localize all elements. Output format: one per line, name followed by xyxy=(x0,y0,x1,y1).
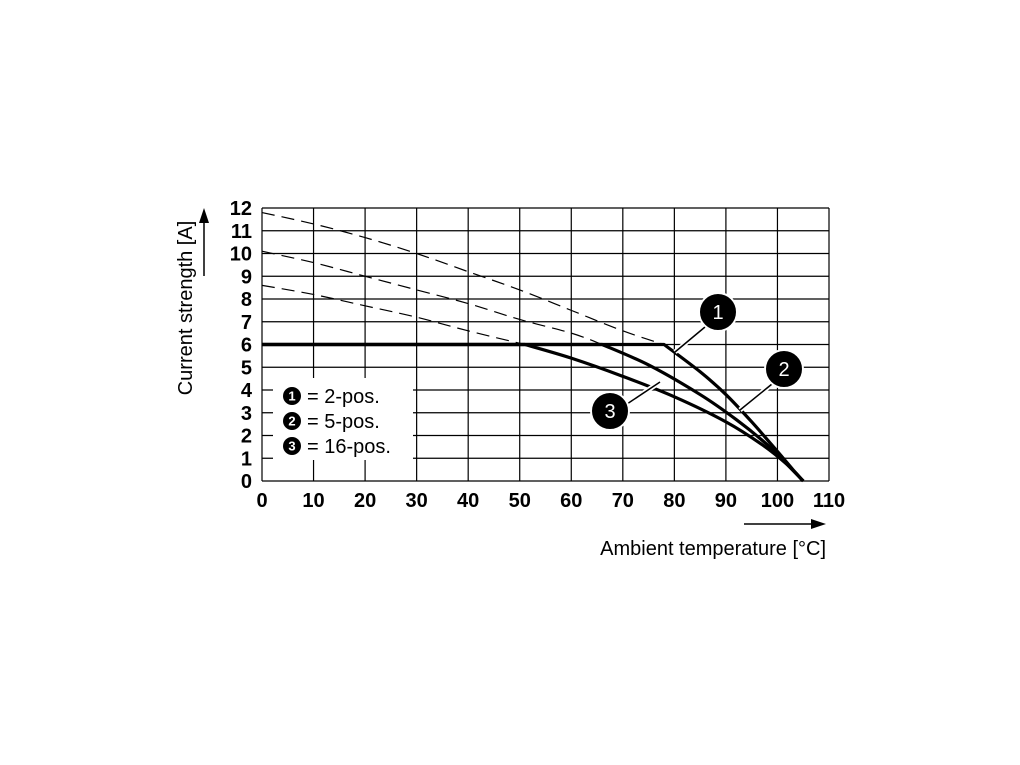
legend-label-2: = 5-pos. xyxy=(307,411,380,433)
legend-marker-3-label: 3 xyxy=(288,439,295,454)
y-tick-label-3: 3 xyxy=(241,403,252,425)
marker-3-label: 3 xyxy=(604,401,615,423)
y-tick-label-1: 1 xyxy=(241,448,252,470)
y-tick-label-6: 6 xyxy=(241,335,252,357)
y-tick-label-11: 11 xyxy=(231,221,252,243)
legend-marker-1-label: 1 xyxy=(288,389,295,404)
marker-2-leader xyxy=(739,383,773,411)
legend-marker-3 xyxy=(283,437,301,455)
x-tick-label-80: 80 xyxy=(663,490,685,512)
y-tick-label-5: 5 xyxy=(241,357,252,379)
marker-1-circle xyxy=(698,292,738,332)
x-tick-label-70: 70 xyxy=(612,490,634,512)
y-axis-title-group: Current strength [A] xyxy=(175,208,209,395)
y-tick-label-2: 2 xyxy=(241,426,252,448)
x-axis-title-group: Ambient temperature [°C] xyxy=(600,519,826,560)
x-tick-label-10: 10 xyxy=(302,490,324,512)
marker-1-leader xyxy=(674,326,706,353)
series-1-dashed-line xyxy=(261,211,665,346)
x-tick-label-20: 20 xyxy=(354,490,376,512)
x-tick-label-50: 50 xyxy=(509,490,531,512)
y-tick-label-8: 8 xyxy=(241,289,252,311)
x-tick-label-0: 0 xyxy=(256,490,267,512)
x-tick-label-30: 30 xyxy=(406,490,428,512)
legend-label-3: = 16-pos. xyxy=(307,436,391,458)
curve-markers: 1 2 3 xyxy=(590,292,804,431)
y-tick-label-10: 10 xyxy=(230,244,252,266)
series-3-line xyxy=(262,342,805,483)
y-tick-label-12: 12 xyxy=(230,198,252,220)
x-tick-label-90: 90 xyxy=(715,490,737,512)
y-tick-label-4: 4 xyxy=(241,380,253,402)
marker-3-circle xyxy=(590,391,630,431)
derating-curves xyxy=(262,342,805,483)
x-tick-label-40: 40 xyxy=(457,490,479,512)
legend-entry-2: 2 = 5-pos. xyxy=(283,411,380,433)
y-tick-label-0: 0 xyxy=(241,471,252,493)
x-axis-arrow-head xyxy=(811,519,826,529)
marker-1-label: 1 xyxy=(712,302,723,324)
marker-2-circle xyxy=(764,349,804,389)
x-tick-label-100: 100 xyxy=(761,490,794,512)
legend-marker-2-label: 2 xyxy=(288,414,295,429)
x-tick-label-60: 60 xyxy=(560,490,582,512)
legend-marker-2 xyxy=(283,412,301,430)
x-tick-label-110: 110 xyxy=(813,490,845,512)
legend-entry-1: 1 = 2-pos. xyxy=(283,386,380,408)
legend-marker-1 xyxy=(283,387,301,405)
series-2-dashed-line xyxy=(261,250,603,346)
y-axis-arrow-head xyxy=(199,208,209,223)
legend-entry-3: 3 = 16-pos. xyxy=(283,436,391,458)
y-tick-label-7: 7 xyxy=(241,312,252,334)
dashed-extrapolations xyxy=(261,211,665,346)
grid xyxy=(261,207,830,482)
x-axis-title: Ambient temperature [°C] xyxy=(600,538,826,560)
y-axis-title: Current strength [A] xyxy=(175,221,197,396)
legend-label-1: = 2-pos. xyxy=(307,386,380,408)
marker-3-leader xyxy=(626,381,661,405)
marker-2-label: 2 xyxy=(778,359,789,381)
y-tick-label-9: 9 xyxy=(241,266,252,288)
x-tick-labels: 0 10 20 30 40 50 60 70 80 90 100 110 xyxy=(256,490,845,512)
series-3-dashed-line xyxy=(261,284,526,346)
legend: 1 = 2-pos. 2 = 5-pos. 3 = 16-pos. xyxy=(273,378,413,460)
